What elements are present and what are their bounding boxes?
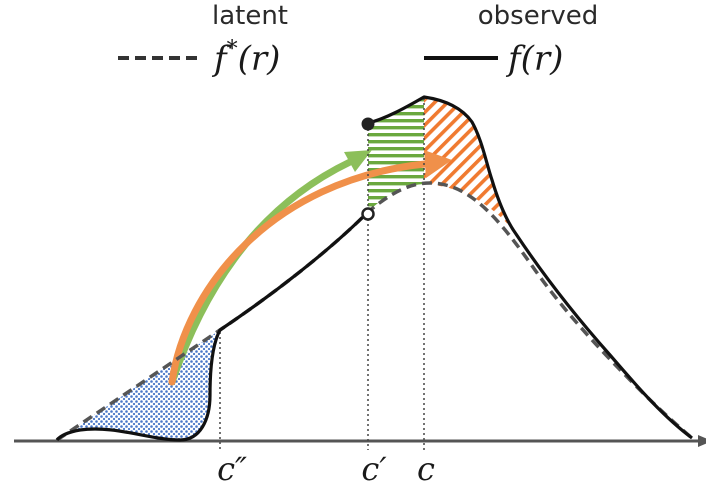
- green-region-c-prime-to-c: [368, 97, 424, 212]
- orange-region-right-of-c: [424, 97, 516, 234]
- orange-arrow-head: [424, 150, 452, 178]
- filled-circle-icon: [361, 117, 375, 131]
- legend-observed-formula: f(r): [505, 39, 563, 79]
- tick-label-c-double-prime: c″: [217, 450, 247, 486]
- shaded-regions: [57, 97, 516, 440]
- observed-curve: [55, 210, 370, 442]
- x-axis: [14, 435, 706, 447]
- guide-lines: [219, 98, 425, 450]
- open-circle-icon: [361, 207, 375, 221]
- shift-arrows: [168, 150, 452, 386]
- green-arrow-head: [344, 150, 372, 172]
- observed-curve-upper: [367, 95, 693, 440]
- tick-label-c-prime: c′: [361, 450, 387, 486]
- tick-labels: c″ c′ c: [217, 450, 435, 486]
- orange-arrow-shaft: [168, 160, 429, 386]
- legend-latent-formula: f*(r): [211, 37, 280, 79]
- legend-observed: observed f(r): [424, 1, 598, 79]
- legend-observed-heading: observed: [478, 1, 599, 31]
- x-axis-arrowhead: [698, 435, 706, 447]
- legend: latent f*(r) observed f(r): [118, 1, 598, 79]
- legend-latent: latent f*(r): [118, 1, 288, 79]
- legend-latent-heading: latent: [212, 1, 288, 31]
- tick-label-c: c: [417, 450, 435, 486]
